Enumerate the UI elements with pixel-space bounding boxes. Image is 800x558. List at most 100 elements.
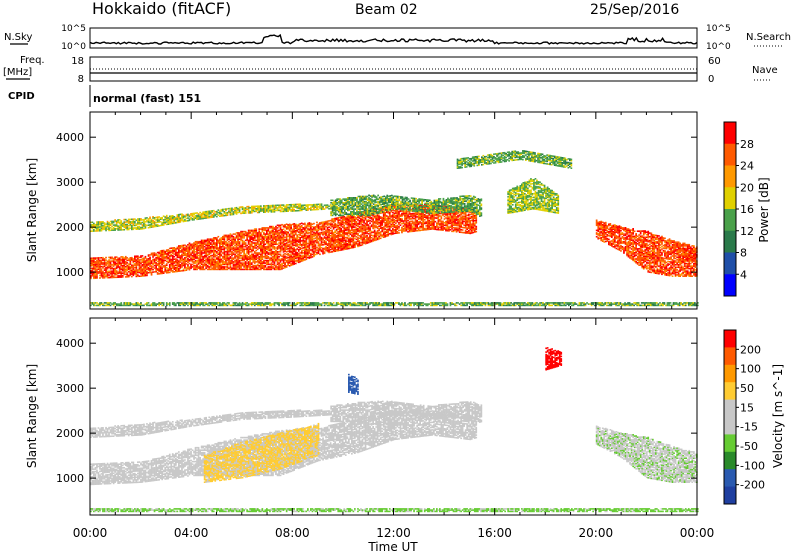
scatter-cell	[293, 234, 295, 236]
scatter-cell	[193, 242, 195, 244]
scatter-cell	[301, 240, 303, 242]
scatter-cell	[243, 241, 245, 243]
scatter-cell	[281, 258, 283, 260]
scatter-cell	[398, 211, 400, 213]
scatter-cell	[413, 218, 415, 220]
scatter-cell	[234, 245, 236, 247]
scatter-cell	[342, 226, 344, 228]
scatter-cell	[199, 265, 201, 267]
scatter-cell	[371, 224, 373, 226]
scatter-cell	[120, 262, 122, 264]
scatter-cell	[158, 252, 160, 254]
scatter-cell	[313, 251, 315, 253]
scatter-cell	[425, 225, 427, 227]
scatter-cell	[453, 229, 455, 231]
scatter-cell	[383, 231, 385, 233]
scatter-cell	[409, 216, 411, 218]
scatter-cell	[180, 250, 182, 252]
scatter-cell	[107, 266, 109, 268]
scatter-cell	[339, 227, 341, 229]
scatter-cell	[371, 234, 373, 236]
scatter-cell	[345, 232, 347, 234]
scatter-cell	[283, 254, 285, 256]
scatter-cell	[96, 257, 98, 259]
scatter-cell	[460, 216, 462, 218]
scatter-cell	[347, 232, 349, 234]
scatter-cell	[207, 269, 209, 271]
nsky-panel-frame	[90, 28, 697, 48]
scatter-cell	[299, 237, 301, 239]
scatter-cell	[114, 268, 116, 270]
scatter-cell	[263, 227, 265, 229]
scatter-cell	[237, 247, 239, 249]
scatter-cell	[274, 251, 276, 253]
scatter-cell	[356, 227, 358, 229]
scatter-cell	[167, 257, 169, 259]
scatter-cell	[255, 242, 257, 244]
scatter-cell	[321, 232, 323, 234]
scatter-cell	[198, 245, 200, 247]
scatter-cell	[231, 247, 233, 249]
scatter-cell	[387, 229, 389, 231]
scatter-cell	[284, 230, 286, 232]
scatter-cell	[101, 268, 103, 270]
scatter-cell	[145, 260, 147, 262]
scatter-cell	[281, 245, 283, 247]
scatter-cell	[439, 227, 441, 229]
scatter-cell	[375, 215, 377, 217]
scatter-cell	[174, 271, 176, 273]
scatter-cell	[255, 250, 257, 252]
scatter-cell	[169, 272, 171, 274]
scatter-cell	[336, 249, 338, 251]
scatter-cell	[211, 255, 213, 257]
scatter-cell	[307, 223, 309, 225]
scatter-cell	[210, 269, 212, 271]
scatter-cell	[222, 256, 224, 258]
scatter-cell	[251, 266, 253, 268]
scatter-cell	[325, 237, 327, 239]
scatter-cell	[287, 232, 289, 234]
scatter-cell	[95, 257, 97, 259]
scatter-cell	[296, 248, 298, 250]
scatter-cell	[227, 262, 229, 264]
scatter-cell	[416, 220, 418, 222]
scatter-cell	[424, 222, 426, 224]
scatter-cell	[190, 252, 192, 254]
scatter-cell	[299, 255, 301, 257]
scatter-cell	[301, 244, 303, 246]
scatter-cell	[392, 212, 394, 214]
scatter-cell	[357, 223, 359, 225]
scatter-cell	[192, 243, 194, 245]
scatter-cell	[218, 240, 220, 242]
scatter-cell	[319, 222, 321, 224]
scatter-cell	[436, 229, 438, 231]
scatter-cell	[463, 216, 465, 218]
scatter-cell	[340, 238, 342, 240]
scatter-cell	[183, 269, 185, 271]
scatter-cell	[340, 228, 342, 230]
scatter-cell	[278, 225, 280, 227]
scatter-cell	[365, 239, 367, 241]
scatter-cell	[359, 226, 361, 228]
scatter-cell	[219, 238, 221, 240]
scatter-cell	[252, 246, 254, 248]
scatter-cell	[442, 221, 444, 223]
scatter-cell	[281, 242, 283, 244]
scatter-cell	[331, 223, 333, 225]
scatter-cell	[128, 275, 130, 277]
scatter-cell	[356, 236, 358, 238]
scatter-cell	[295, 230, 297, 232]
scatter-cell	[233, 246, 235, 248]
scatter-cell	[180, 245, 182, 247]
scatter-cell	[448, 226, 450, 228]
scatter-cell	[407, 231, 409, 233]
scatter-cell	[196, 264, 198, 266]
scatter-cell	[243, 233, 245, 235]
scatter-cell	[474, 223, 476, 225]
scatter-cell	[475, 226, 477, 228]
scatter-cell	[339, 217, 341, 219]
scatter-cell	[195, 251, 197, 253]
scatter-cell	[148, 272, 150, 274]
scatter-cell	[263, 256, 265, 258]
